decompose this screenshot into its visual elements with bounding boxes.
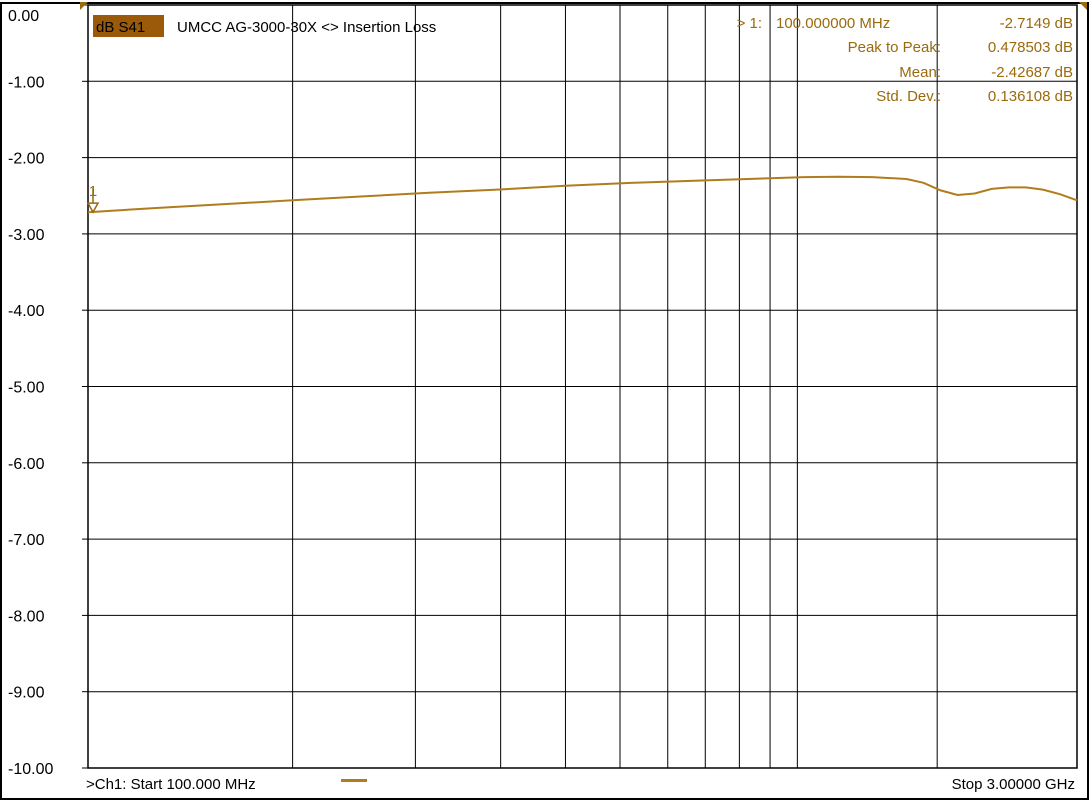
mean-label: Mean:: [899, 64, 941, 81]
y-tick-label: -5.00: [8, 380, 45, 397]
marker-readout-value: -2.7149 dB: [1000, 15, 1073, 32]
y-axis-ticks: 0.00 -1.00 -2.00 -3.00 -4.00 -5.00 -6.00 -7.00 -…: [8, 4, 88, 778]
std-dev-value: 0.136108 dB: [988, 88, 1073, 105]
y-tick-label: -10.00: [8, 761, 53, 778]
measurement-badge-label: dB S41: [96, 19, 145, 36]
y-tick-label: -1.00: [8, 74, 45, 91]
corner-marker-right-icon: [1079, 2, 1087, 10]
marker-1: 1: [86, 183, 100, 214]
y-tick-label: -9.00: [8, 685, 45, 702]
marker-arrow-icon: [86, 188, 100, 214]
corner-marker-left-icon: [80, 2, 88, 10]
stop-frequency-label: Stop 3.00000 GHz: [952, 776, 1075, 793]
marker-readout-frequency: 100.000000 MHz: [776, 15, 890, 32]
y-tick-label: -8.00: [8, 608, 45, 625]
trace-s41: [87, 175, 1078, 214]
std-dev-label: Std. Dev.:: [876, 88, 941, 105]
y-tick-label: -6.00: [8, 456, 45, 473]
mean-value: -2.42687 dB: [991, 64, 1073, 81]
marker-readout-label: > 1:: [737, 15, 762, 32]
marker-number: 1: [89, 183, 97, 200]
y-tick-label: -3.00: [8, 227, 45, 244]
start-frequency-label: >Ch1: Start 100.000 MHz: [86, 776, 256, 793]
trace-legend-swatch: [341, 779, 367, 782]
peak-to-peak-value: 0.478503 dB: [988, 39, 1073, 56]
y-tick-label: -2.00: [8, 151, 45, 168]
y-tick-label: -7.00: [8, 532, 45, 549]
measurement-badge[interactable]: [93, 15, 164, 37]
y-tick-label: -4.00: [8, 303, 45, 320]
trace-title: UMCC AG-3000-30X <> Insertion Loss: [177, 19, 436, 36]
y-tick-label: 0.00: [8, 8, 39, 25]
peak-to-peak-label: Peak to Peak:: [848, 39, 941, 56]
